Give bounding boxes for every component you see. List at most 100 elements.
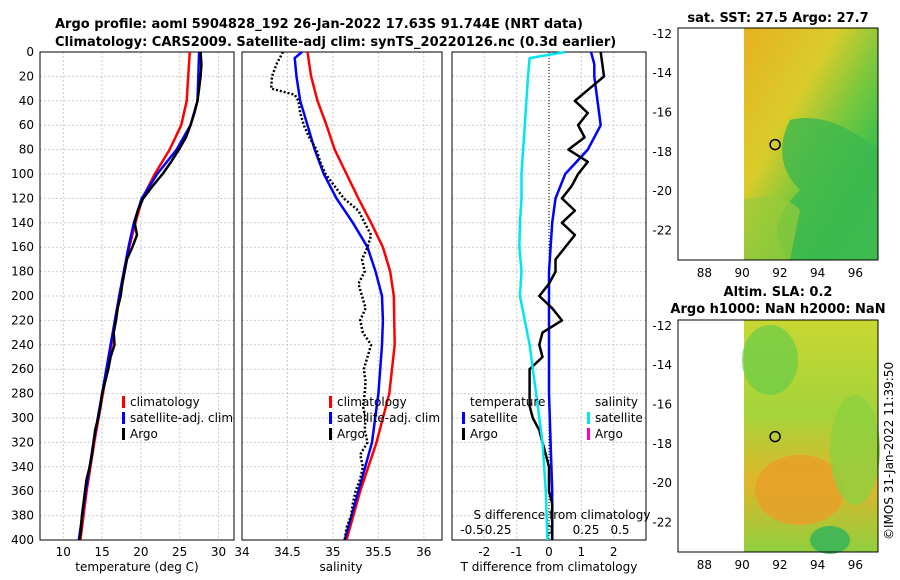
- y-tick-label: 140: [11, 216, 34, 230]
- legend-swatch-t-satellite: [462, 412, 465, 424]
- series-line-s-satellite: [518, 50, 566, 541]
- legend-label-argo: Argo: [130, 427, 158, 441]
- lat-tick-label: -16: [652, 398, 672, 412]
- salinity-series: [269, 51, 396, 541]
- lat-tick-label: -18: [652, 145, 672, 159]
- float-marker: [769, 430, 781, 443]
- series-line-climatology: [306, 51, 396, 541]
- y-tick-label: 60: [19, 118, 34, 132]
- temperature-axis-ticks: 10 15 20 25 30: [56, 545, 226, 559]
- legend-label-t-satellite: satellite: [470, 411, 518, 425]
- lon-tick-label: 94: [810, 558, 825, 572]
- header-line1: Argo profile: aoml 5904828_192 26-Jan-20…: [55, 17, 583, 32]
- legend-title-salinity: salinity: [595, 395, 638, 409]
- y-tick-label: 360: [11, 484, 34, 498]
- temperature-legend: climatology satellite-adj. clim Argo: [122, 395, 233, 441]
- lon-tick-label: 96: [848, 558, 863, 572]
- legend-swatch-climatology: [329, 396, 332, 408]
- temperature-xlabel: temperature (deg C): [75, 560, 198, 574]
- difference-series: [518, 50, 606, 541]
- lat-tick-label: -16: [652, 106, 672, 120]
- x-tick-label: 10: [56, 545, 71, 559]
- legend-label-climatology: climatology: [130, 395, 200, 409]
- legend-label-satellite: satellite-adj. clim: [337, 411, 440, 425]
- legend-swatch-satellite: [329, 412, 332, 424]
- lon-tick-label: 92: [772, 266, 787, 280]
- temperature-series: [77, 51, 203, 541]
- series-line-t-argo: [528, 51, 606, 540]
- sal-tick-label: 0.5: [610, 523, 629, 537]
- x-tick-label: 30: [211, 545, 226, 559]
- sal-tick-label: -0.25: [480, 523, 511, 537]
- lat-tick-label: -20: [652, 184, 672, 198]
- sal-tick-label: -0.5: [460, 523, 483, 537]
- x-tick-label: 2: [610, 545, 618, 559]
- y-tick-label: 180: [11, 265, 34, 279]
- y-tick-label: 200: [11, 289, 34, 303]
- difference-legend: temperature satellite Argo salinity sate…: [462, 395, 643, 441]
- sla-map-title2: Argo h1000: NaN h2000: NaN: [670, 302, 885, 317]
- legend-swatch-argo: [122, 428, 125, 440]
- series-line-satellite-adj-clim: [293, 51, 385, 541]
- x-tick-label: 0: [545, 545, 553, 559]
- legend-swatch-climatology: [122, 396, 125, 408]
- legend-label-s-satellite: satellite: [595, 411, 643, 425]
- y-tick-label: 400: [11, 533, 34, 547]
- y-tick-label: 280: [11, 387, 34, 401]
- y-tick-label: 240: [11, 338, 34, 352]
- lat-tick-label: -22: [652, 516, 672, 530]
- x-tick-label: 35.5: [365, 545, 392, 559]
- salinity-xlabel: salinity: [319, 560, 362, 574]
- salinity-grid: [241, 51, 442, 541]
- y-tick-label: 100: [11, 167, 34, 181]
- sal-tick-label: 0.25: [573, 523, 600, 537]
- y-tick-label: 260: [11, 362, 34, 376]
- sal-difference-label: S difference from climatology: [474, 508, 651, 522]
- x-tick-label: 34: [234, 545, 249, 559]
- lat-tick-label: -12: [652, 319, 672, 333]
- map-axis-ticks: -12 -14 -16 -18 -20 -22 88 90 92 94 96 -12 -14 -16 -18…: [652, 27, 863, 572]
- legend-swatch-argo: [329, 428, 332, 440]
- salinity-axis-ticks: 34 34.5 35 35.5 36: [234, 545, 431, 559]
- x-tick-label: -2: [478, 545, 490, 559]
- temperature-panel-frame: [39, 51, 235, 541]
- legend-swatch-t-argo: [462, 428, 465, 440]
- legend-swatch-s-argo: [587, 428, 590, 440]
- lat-tick-label: -20: [652, 476, 672, 490]
- y-tick-label: 160: [11, 240, 34, 254]
- lat-tick-label: -22: [652, 224, 672, 238]
- legend-label-climatology: climatology: [337, 395, 407, 409]
- lon-tick-label: 96: [848, 266, 863, 280]
- watermark: ©IMOS 31-Jan-2022 11:39:50: [882, 362, 896, 540]
- lon-tick-label: 88: [697, 558, 712, 572]
- x-tick-label: 34.5: [274, 545, 301, 559]
- x-tick-label: 36: [416, 545, 431, 559]
- sla-map: [677, 319, 880, 554]
- lat-tick-label: -14: [652, 358, 672, 372]
- x-tick-label: -1: [511, 545, 523, 559]
- legend-title-temperature: temperature: [470, 395, 545, 409]
- header-line2: Climatology: CARS2009. Satellite-adj cli…: [55, 35, 616, 50]
- y-tick-label: 300: [11, 411, 34, 425]
- series-line-argo: [78, 51, 203, 541]
- salinity-legend: climatology satellite-adj. clim Argo: [329, 395, 440, 441]
- x-tick-label: 15: [94, 545, 109, 559]
- legend-label-argo: Argo: [337, 427, 365, 441]
- sst-map: [677, 27, 879, 261]
- lon-tick-label: 90: [735, 266, 750, 280]
- y-tick-label: 380: [11, 509, 34, 523]
- legend-label-t-argo: Argo: [470, 427, 498, 441]
- difference-xlabel: T difference from climatology: [460, 560, 638, 574]
- lon-tick-label: 88: [697, 266, 712, 280]
- lat-tick-label: -18: [652, 437, 672, 451]
- y-tick-label: 80: [19, 143, 34, 157]
- salinity-panel-frame: [241, 51, 443, 541]
- series-line-argo: [269, 51, 373, 541]
- lat-tick-label: -12: [652, 27, 672, 41]
- legend-label-s-argo: Argo: [595, 427, 623, 441]
- legend-label-satellite: satellite-adj. clim: [130, 411, 233, 425]
- lon-tick-label: 90: [735, 558, 750, 572]
- y-tick-label: 220: [11, 313, 34, 327]
- y-tick-label: 40: [19, 94, 34, 108]
